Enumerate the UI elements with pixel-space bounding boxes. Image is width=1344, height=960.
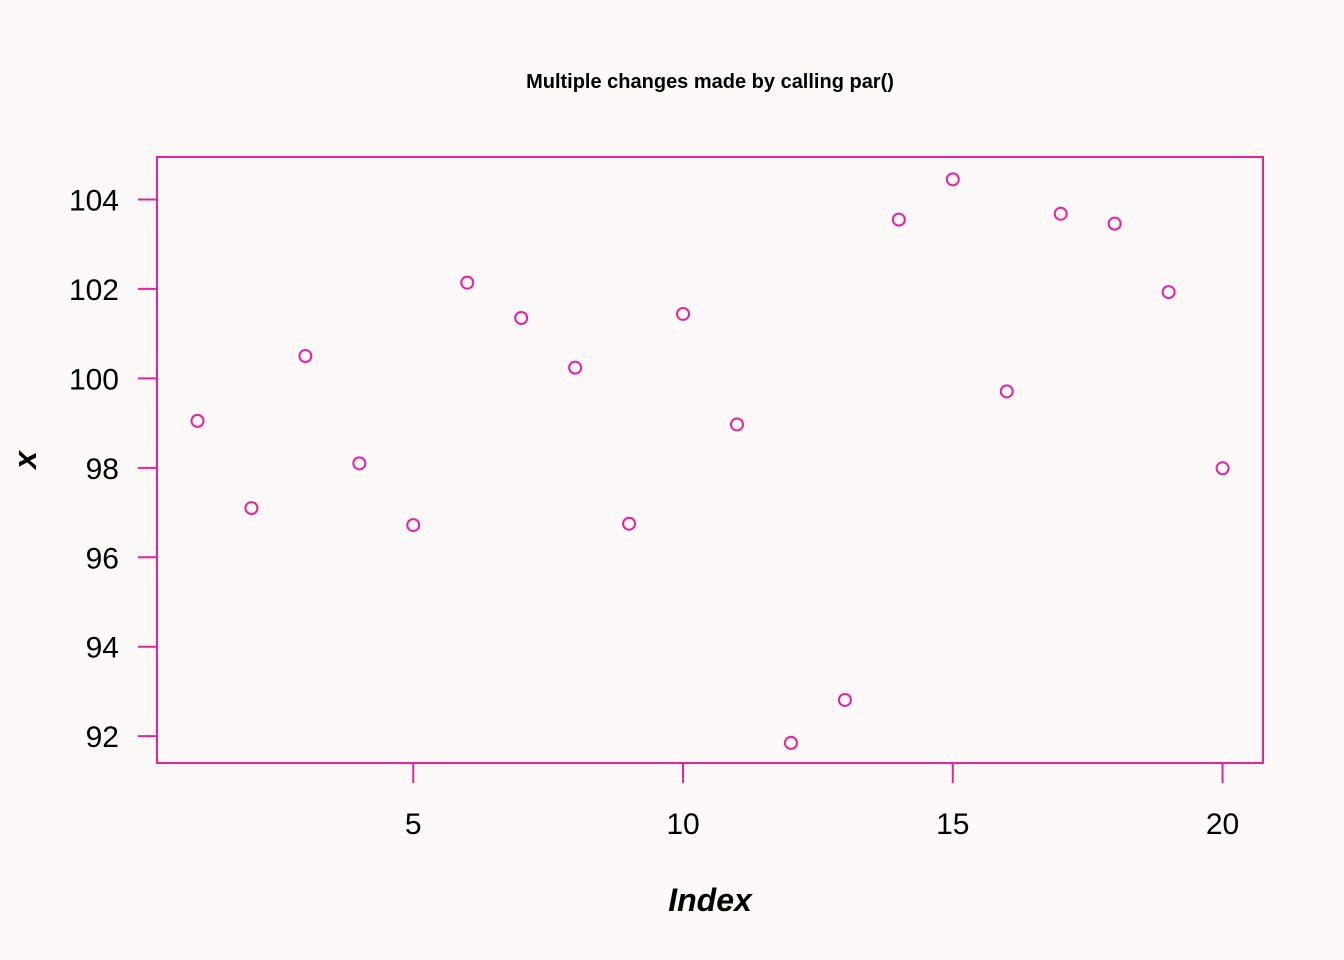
data-point — [352, 456, 367, 471]
data-point — [945, 172, 960, 187]
data-point — [460, 275, 475, 290]
chart-title: Multiple changes made by calling par() — [526, 71, 894, 93]
data-point — [891, 212, 906, 227]
data-point — [406, 518, 421, 533]
y-axis: 92 94 96 98 100 102 104 — [69, 184, 158, 754]
y-axis-title: x — [7, 450, 43, 471]
data-point — [622, 516, 637, 531]
data-point — [729, 417, 744, 432]
x-axis: 5 10 15 20 — [405, 762, 1239, 841]
y-tick-label: 94 — [86, 632, 119, 665]
data-point — [783, 735, 798, 750]
y-tick-label: 102 — [69, 274, 119, 307]
plot-frame — [156, 156, 1264, 764]
data-point — [999, 384, 1014, 399]
y-tick-label: 104 — [69, 184, 119, 217]
data-point — [1161, 285, 1176, 300]
y-tick-label: 92 — [86, 721, 119, 754]
x-tick-label: 10 — [666, 808, 699, 841]
data-points — [190, 172, 1230, 750]
x-tick-label: 15 — [936, 808, 969, 841]
data-point — [514, 311, 529, 326]
data-point — [298, 349, 313, 364]
x-axis-title: Index — [668, 882, 753, 918]
data-point — [244, 501, 259, 516]
data-point — [1215, 461, 1230, 476]
x-tick-label: 20 — [1206, 808, 1239, 841]
data-point — [1053, 206, 1068, 221]
y-tick-label: 96 — [86, 542, 119, 575]
data-point — [568, 360, 583, 375]
y-tick-label: 98 — [86, 453, 119, 486]
data-point — [190, 413, 205, 428]
data-point — [1107, 216, 1122, 231]
x-tick-label: 5 — [405, 808, 422, 841]
y-tick-label: 100 — [69, 363, 119, 396]
data-point — [676, 306, 691, 321]
data-point — [837, 692, 852, 707]
